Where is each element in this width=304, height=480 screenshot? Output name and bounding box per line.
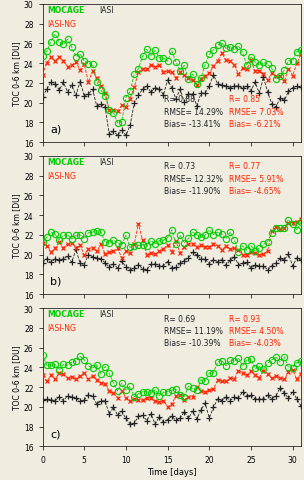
Text: IASI-NG: IASI-NG <box>48 172 77 181</box>
Text: RMSE= 7.03%: RMSE= 7.03% <box>229 108 283 117</box>
Text: RMSE= 5.91%: RMSE= 5.91% <box>229 175 283 183</box>
Text: MOCAGE: MOCAGE <box>48 310 85 319</box>
Y-axis label: TOC 0-6 km [DU]: TOC 0-6 km [DU] <box>12 42 21 106</box>
Text: MOCAGE: MOCAGE <box>48 6 85 15</box>
Text: RMSE= 11.19%: RMSE= 11.19% <box>164 326 223 336</box>
Text: c): c) <box>50 428 61 438</box>
Text: R= 0.73: R= 0.73 <box>164 162 195 171</box>
X-axis label: Time [days]: Time [days] <box>147 467 197 476</box>
Text: Bias= -10.39%: Bias= -10.39% <box>164 339 220 348</box>
Text: Bias= -6.21%: Bias= -6.21% <box>229 120 280 129</box>
Text: a): a) <box>50 124 62 134</box>
Text: R= 0.77: R= 0.77 <box>229 162 260 171</box>
Text: IASI: IASI <box>99 158 114 167</box>
Text: R= 0.93: R= 0.93 <box>229 314 260 323</box>
Text: R= 0.69: R= 0.69 <box>164 314 195 323</box>
Text: Bias= -13.41%: Bias= -13.41% <box>164 120 220 129</box>
Text: b): b) <box>50 276 62 286</box>
Text: RMSE= 12.32%: RMSE= 12.32% <box>164 175 223 183</box>
Text: Bias= -4.03%: Bias= -4.03% <box>229 339 280 348</box>
Text: IASI: IASI <box>99 310 114 319</box>
Text: IASI-NG: IASI-NG <box>48 20 77 29</box>
Text: Bias= -4.65%: Bias= -4.65% <box>229 187 280 196</box>
Text: R= 0.85: R= 0.85 <box>229 95 260 104</box>
Text: IASI-NG: IASI-NG <box>48 324 77 333</box>
Y-axis label: TOC 0-6 km [DU]: TOC 0-6 km [DU] <box>12 345 21 409</box>
Text: Bias= -11.90%: Bias= -11.90% <box>164 187 220 196</box>
Text: IASI: IASI <box>99 6 114 15</box>
Text: RMSE= 4.50%: RMSE= 4.50% <box>229 326 283 336</box>
Text: R= 0.88: R= 0.88 <box>164 95 195 104</box>
Text: MOCAGE: MOCAGE <box>48 158 85 167</box>
Y-axis label: TOC 0-6 km [DU]: TOC 0-6 km [DU] <box>12 193 21 258</box>
Text: RMSE= 14.29%: RMSE= 14.29% <box>164 108 223 117</box>
